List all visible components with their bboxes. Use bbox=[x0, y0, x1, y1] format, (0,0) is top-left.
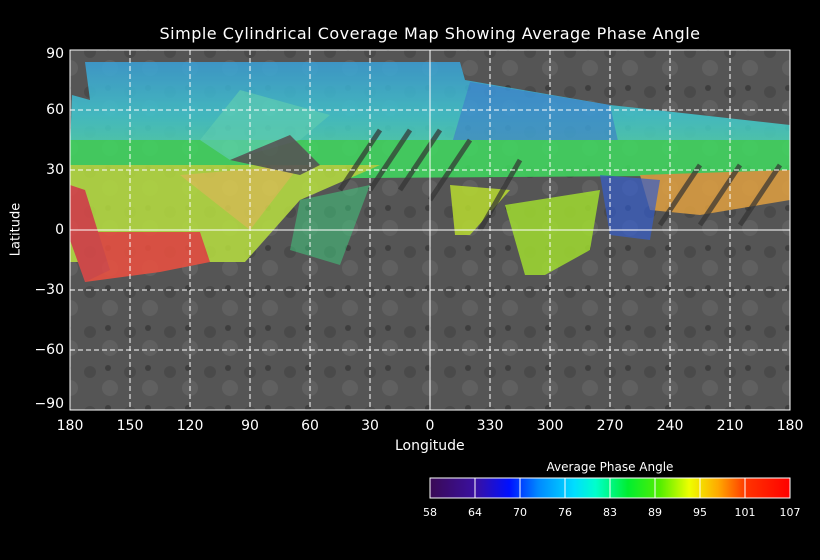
y-tick: −30 bbox=[34, 282, 64, 298]
colorbar-tick: 70 bbox=[513, 506, 527, 519]
x-tick: 120 bbox=[176, 418, 204, 434]
x-tick: 150 bbox=[116, 418, 144, 434]
colorbar-tick: 58 bbox=[423, 506, 437, 519]
y-tick: 90 bbox=[46, 46, 64, 62]
y-tick: 0 bbox=[55, 222, 64, 238]
colorbar-tick: 101 bbox=[734, 506, 756, 519]
x-tick: 270 bbox=[596, 418, 624, 434]
y-tick: −90 bbox=[34, 396, 64, 412]
x-tick: 210 bbox=[716, 418, 744, 434]
coverage-gaps bbox=[337, 128, 783, 232]
colorbar-tick: 107 bbox=[779, 506, 801, 519]
colorbar-tick: 89 bbox=[648, 506, 662, 519]
colorbar-dividers bbox=[474, 478, 746, 498]
colorbar-tick: 64 bbox=[468, 506, 482, 519]
axes bbox=[69, 49, 791, 411]
x-tick: 90 bbox=[241, 418, 259, 434]
x-tick: 330 bbox=[476, 418, 504, 434]
x-tick: 300 bbox=[536, 418, 564, 434]
colorbar-tick: 76 bbox=[558, 506, 572, 519]
x-axis-label: Longitude bbox=[395, 438, 465, 454]
y-tick: 60 bbox=[46, 102, 64, 118]
y-tick: −60 bbox=[34, 342, 64, 358]
x-tick: 0 bbox=[425, 418, 435, 434]
x-tick: 180 bbox=[776, 418, 804, 434]
x-tick: 240 bbox=[656, 418, 684, 434]
y-axis-label: Latitude bbox=[8, 202, 24, 257]
map-title: Simple Cylindrical Coverage Map Showing … bbox=[159, 24, 701, 43]
colorbar-tick: 83 bbox=[603, 506, 617, 519]
colorbar-tick: 95 bbox=[693, 506, 707, 519]
colorbar-title: Average Phase Angle bbox=[546, 460, 674, 474]
x-tick: 60 bbox=[301, 418, 319, 434]
x-tick: 180 bbox=[56, 418, 84, 434]
y-tick: 30 bbox=[46, 162, 64, 178]
x-tick: 30 bbox=[361, 418, 379, 434]
